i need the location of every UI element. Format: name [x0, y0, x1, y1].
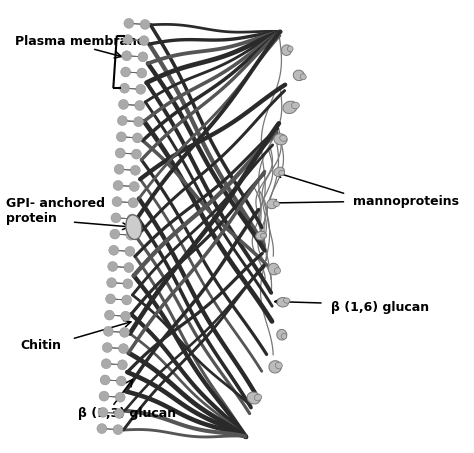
Circle shape — [131, 149, 141, 159]
Circle shape — [138, 52, 148, 62]
Ellipse shape — [277, 329, 287, 340]
Circle shape — [126, 230, 136, 240]
Circle shape — [114, 409, 124, 419]
Circle shape — [98, 407, 108, 417]
Ellipse shape — [267, 199, 277, 209]
Circle shape — [128, 198, 138, 207]
Circle shape — [133, 133, 142, 143]
Circle shape — [130, 165, 140, 175]
Ellipse shape — [300, 74, 306, 80]
Circle shape — [129, 182, 139, 192]
Circle shape — [110, 229, 120, 239]
Ellipse shape — [283, 298, 290, 303]
Circle shape — [124, 263, 134, 273]
Ellipse shape — [283, 101, 297, 114]
Circle shape — [122, 51, 132, 61]
Circle shape — [119, 328, 129, 337]
Text: β (1,6) glucan: β (1,6) glucan — [330, 301, 428, 314]
Circle shape — [102, 342, 112, 352]
Circle shape — [115, 392, 125, 402]
Ellipse shape — [292, 102, 300, 109]
Circle shape — [108, 261, 118, 271]
Circle shape — [121, 67, 130, 77]
Circle shape — [112, 197, 122, 207]
Circle shape — [118, 100, 128, 109]
Circle shape — [100, 375, 110, 385]
Circle shape — [103, 326, 113, 336]
Ellipse shape — [261, 233, 266, 238]
Ellipse shape — [281, 333, 287, 339]
Ellipse shape — [255, 231, 266, 240]
Circle shape — [127, 214, 137, 224]
Ellipse shape — [126, 215, 142, 240]
Circle shape — [115, 148, 125, 158]
Ellipse shape — [279, 170, 285, 175]
Circle shape — [116, 132, 126, 142]
Circle shape — [107, 278, 117, 288]
Circle shape — [116, 376, 126, 386]
Text: Plasma membrane: Plasma membrane — [15, 35, 146, 48]
Ellipse shape — [287, 46, 293, 52]
Circle shape — [118, 344, 128, 353]
Ellipse shape — [247, 392, 261, 404]
Text: mannoproteins: mannoproteins — [353, 195, 459, 208]
Circle shape — [137, 68, 147, 78]
Ellipse shape — [273, 201, 279, 207]
Circle shape — [140, 19, 150, 29]
Ellipse shape — [275, 362, 283, 369]
Ellipse shape — [277, 298, 289, 307]
Circle shape — [118, 116, 128, 125]
Text: GPI- anchored
protein: GPI- anchored protein — [6, 197, 105, 225]
Circle shape — [123, 34, 133, 44]
Ellipse shape — [280, 135, 287, 141]
Circle shape — [118, 360, 128, 370]
Ellipse shape — [274, 134, 287, 145]
Circle shape — [106, 294, 116, 304]
Circle shape — [109, 246, 118, 255]
Circle shape — [121, 311, 130, 321]
Circle shape — [113, 180, 123, 190]
Ellipse shape — [274, 167, 284, 176]
Circle shape — [122, 295, 132, 305]
Circle shape — [139, 36, 149, 46]
Circle shape — [104, 310, 114, 320]
Circle shape — [97, 424, 107, 434]
Ellipse shape — [274, 268, 281, 274]
Circle shape — [135, 101, 145, 111]
Text: β (1,3) glucan: β (1,3) glucan — [78, 407, 176, 420]
Circle shape — [125, 246, 135, 256]
Circle shape — [111, 213, 121, 223]
Circle shape — [134, 117, 144, 127]
Text: Chitin: Chitin — [20, 339, 61, 352]
Circle shape — [101, 359, 111, 369]
Ellipse shape — [269, 361, 282, 373]
Circle shape — [114, 164, 124, 174]
Circle shape — [113, 424, 123, 434]
Circle shape — [119, 83, 129, 93]
Ellipse shape — [293, 70, 304, 81]
Ellipse shape — [268, 263, 279, 275]
Ellipse shape — [254, 394, 262, 401]
Ellipse shape — [282, 45, 292, 55]
Circle shape — [99, 391, 109, 401]
Circle shape — [136, 84, 146, 94]
Circle shape — [123, 279, 133, 289]
Circle shape — [124, 19, 134, 29]
